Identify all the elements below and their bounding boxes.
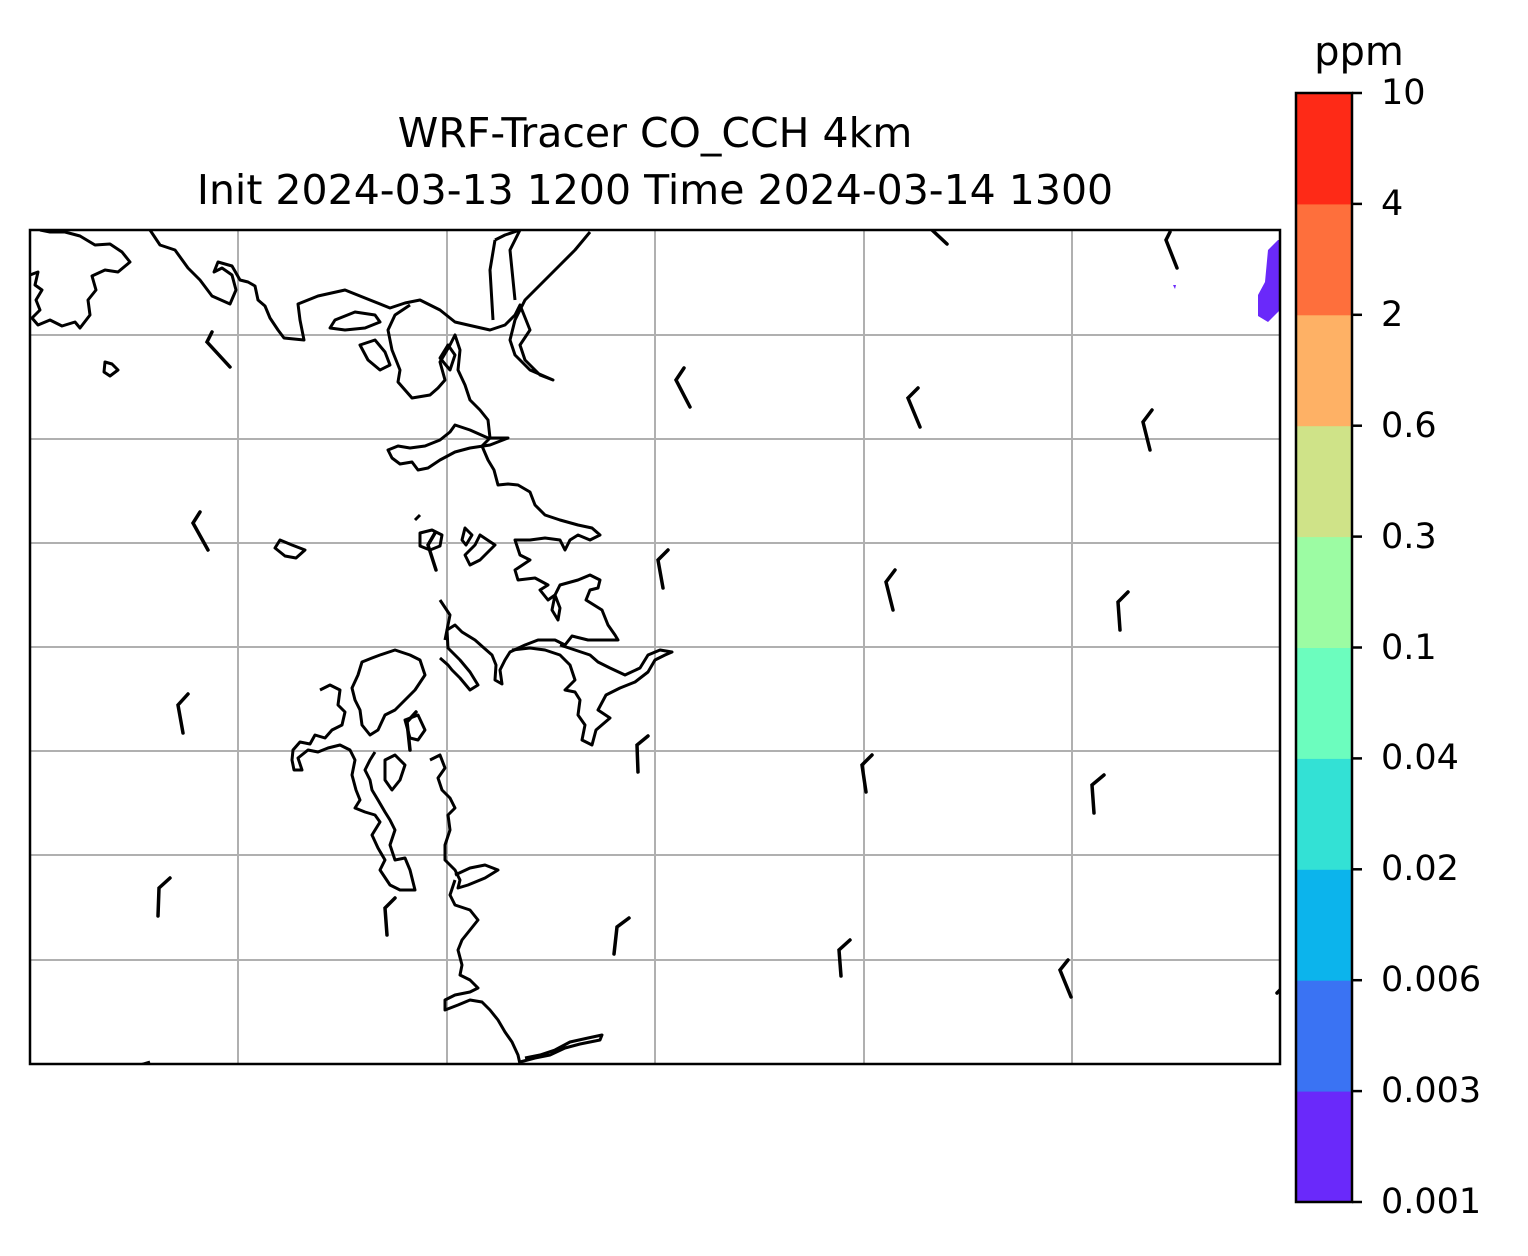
colorbar-tick-label: 2 [1381,294,1404,335]
colorbar-segment [1296,93,1352,205]
colorbar-segment [1296,314,1352,427]
colorbar-tick-label: 0.1 [1381,627,1437,668]
wind-barbs [156,230,1280,999]
colorbar-segment [1296,758,1352,870]
colorbar-segment [1296,425,1352,538]
colorbar [1296,93,1352,1203]
map-title-line1: WRF-Tracer CO_CCH 4km [397,109,913,157]
colorbar-tick-label: 10 [1381,73,1426,113]
colorbar-tick-label: 4 [1381,183,1404,224]
colorbar-unit-label: ppm [1314,29,1404,75]
colorbar-tick-label: 0.6 [1381,405,1437,446]
colorbar-tick-label: 0.003 [1381,1071,1482,1112]
colorbar-segment [1296,203,1352,316]
colorbar-segment [1296,647,1352,759]
gridlines [30,230,1280,1064]
colorbar-ticks [1352,91,1362,1204]
map-frame [28,228,1282,1066]
colorbar-tick-label: 0.3 [1381,516,1437,557]
colorbar-tick-label: 0.006 [1381,960,1482,1001]
colorbar-tick-label: 0.02 [1381,849,1459,890]
colorbar-segment [1296,536,1352,648]
colorbar-tick-label: 0.001 [1381,1182,1482,1222]
colorbar-segment [1296,869,1352,981]
tracer-plume [1173,240,1280,322]
map-panel [30,230,1280,1064]
coastline [30,230,674,1064]
colorbar-segment [1296,980,1352,1092]
colorbar-tick-label: 0.04 [1381,738,1459,779]
map-title-line2: Init 2024-03-13 1200 Time 2024-03-14 130… [196,166,1114,214]
colorbar-segment [1296,1091,1352,1203]
